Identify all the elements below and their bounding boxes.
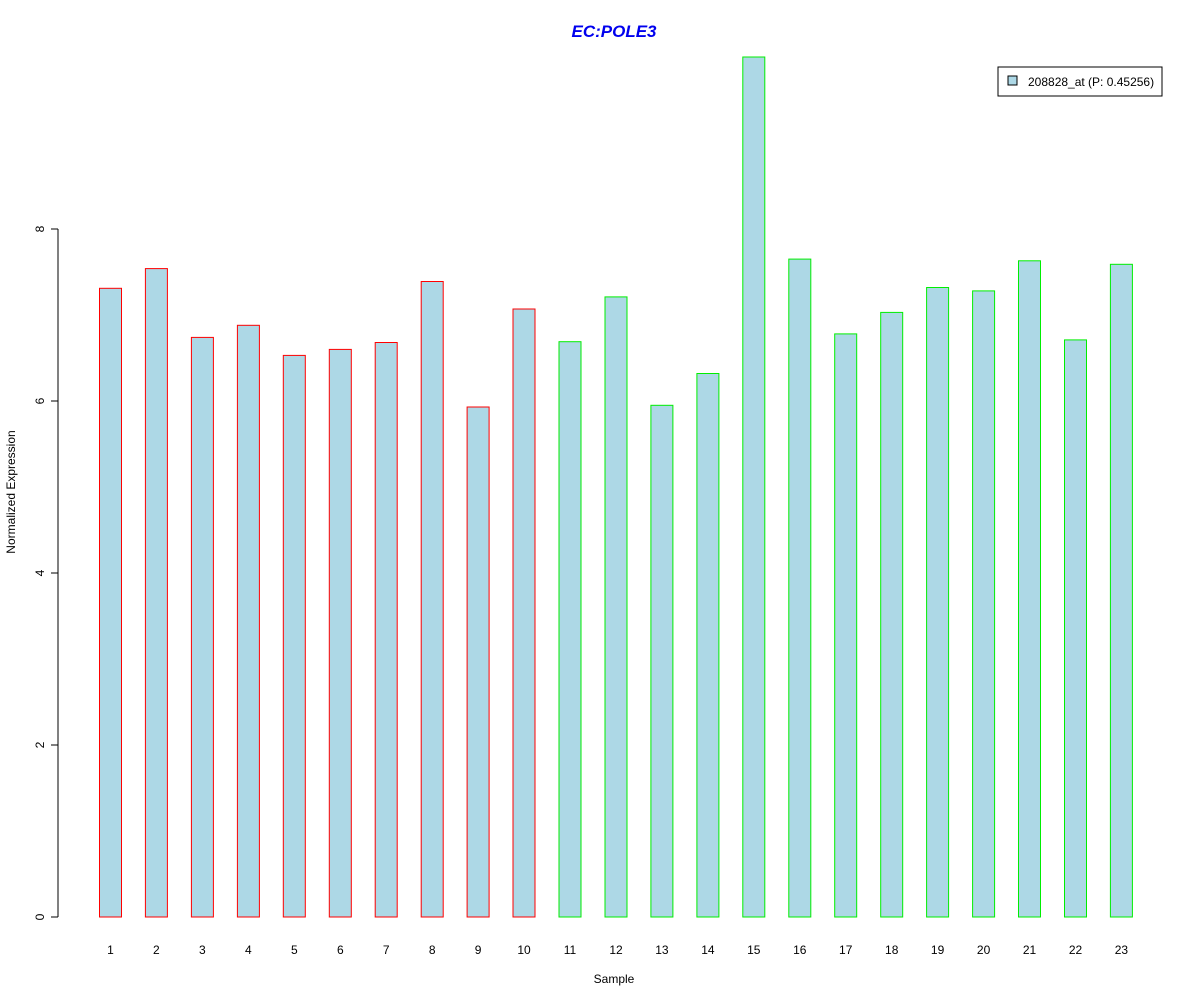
legend-swatch bbox=[1007, 75, 1018, 86]
legend: 208828_at (P: 0.45256) bbox=[997, 66, 1163, 97]
x-tick-label: 20 bbox=[977, 943, 991, 957]
y-tick-label: 4 bbox=[33, 569, 47, 576]
bar bbox=[374, 342, 398, 918]
bar bbox=[972, 290, 996, 918]
x-tick-labels: 1 2 3 4 5 6 7 8 9 10 11 12 13 14 15 16 17 18 19 20 21 22 23 bbox=[107, 943, 1128, 957]
bar bbox=[236, 324, 260, 918]
bar bbox=[466, 406, 490, 918]
y-axis-label: Normalized Expression bbox=[4, 430, 18, 553]
bar bbox=[742, 56, 766, 918]
legend-label: 208828_at (P: 0.45256) bbox=[1028, 75, 1154, 89]
x-tick-label: 8 bbox=[429, 943, 436, 957]
x-axis-label: Sample bbox=[594, 972, 635, 986]
x-tick-label: 4 bbox=[245, 943, 252, 957]
x-tick-label: 1 bbox=[107, 943, 114, 957]
x-tick-label: 9 bbox=[475, 943, 482, 957]
y-tick-label: 8 bbox=[33, 225, 47, 232]
y-tick-label: 2 bbox=[33, 741, 47, 748]
bar bbox=[190, 336, 214, 918]
bar bbox=[558, 341, 582, 918]
x-tick-label: 21 bbox=[1023, 943, 1037, 957]
x-tick-label: 19 bbox=[931, 943, 945, 957]
x-tick-label: 23 bbox=[1115, 943, 1129, 957]
x-tick-label: 7 bbox=[383, 943, 390, 957]
bar bbox=[1109, 263, 1133, 918]
x-tick-label: 13 bbox=[655, 943, 669, 957]
bars bbox=[99, 56, 1133, 918]
x-tick-label: 12 bbox=[609, 943, 623, 957]
bar bbox=[420, 281, 444, 918]
bar bbox=[99, 287, 122, 918]
y-tick-label: 6 bbox=[33, 397, 47, 404]
legend-box bbox=[997, 66, 1163, 97]
x-tick-label: 10 bbox=[517, 943, 531, 957]
bar bbox=[926, 287, 950, 918]
x-tick-label: 6 bbox=[337, 943, 344, 957]
bar bbox=[880, 311, 904, 918]
x-tick-label: 11 bbox=[564, 943, 577, 957]
bar bbox=[696, 373, 720, 918]
y-tick-label: 0 bbox=[33, 913, 47, 920]
bar bbox=[512, 308, 536, 918]
bar bbox=[144, 268, 168, 918]
x-tick-label: 17 bbox=[839, 943, 853, 957]
x-tick-label: 16 bbox=[793, 943, 807, 957]
bar bbox=[282, 354, 306, 918]
bar bbox=[1018, 260, 1041, 918]
bar bbox=[328, 348, 352, 918]
y-axis: 0 2 4 6 8 bbox=[33, 225, 59, 920]
x-tick-label: 14 bbox=[701, 943, 715, 957]
x-tick-label: 22 bbox=[1069, 943, 1083, 957]
x-tick-label: 2 bbox=[153, 943, 160, 957]
bar bbox=[834, 333, 858, 918]
x-tick-label: 5 bbox=[291, 943, 298, 957]
bar bbox=[1064, 339, 1087, 918]
bar bbox=[604, 296, 628, 918]
bar bbox=[788, 258, 812, 918]
x-tick-label: 3 bbox=[199, 943, 206, 957]
x-tick-label: 18 bbox=[885, 943, 899, 957]
bar bbox=[650, 404, 674, 918]
chart-title: EC:POLE3 bbox=[571, 22, 657, 41]
x-tick-label: 15 bbox=[747, 943, 761, 957]
